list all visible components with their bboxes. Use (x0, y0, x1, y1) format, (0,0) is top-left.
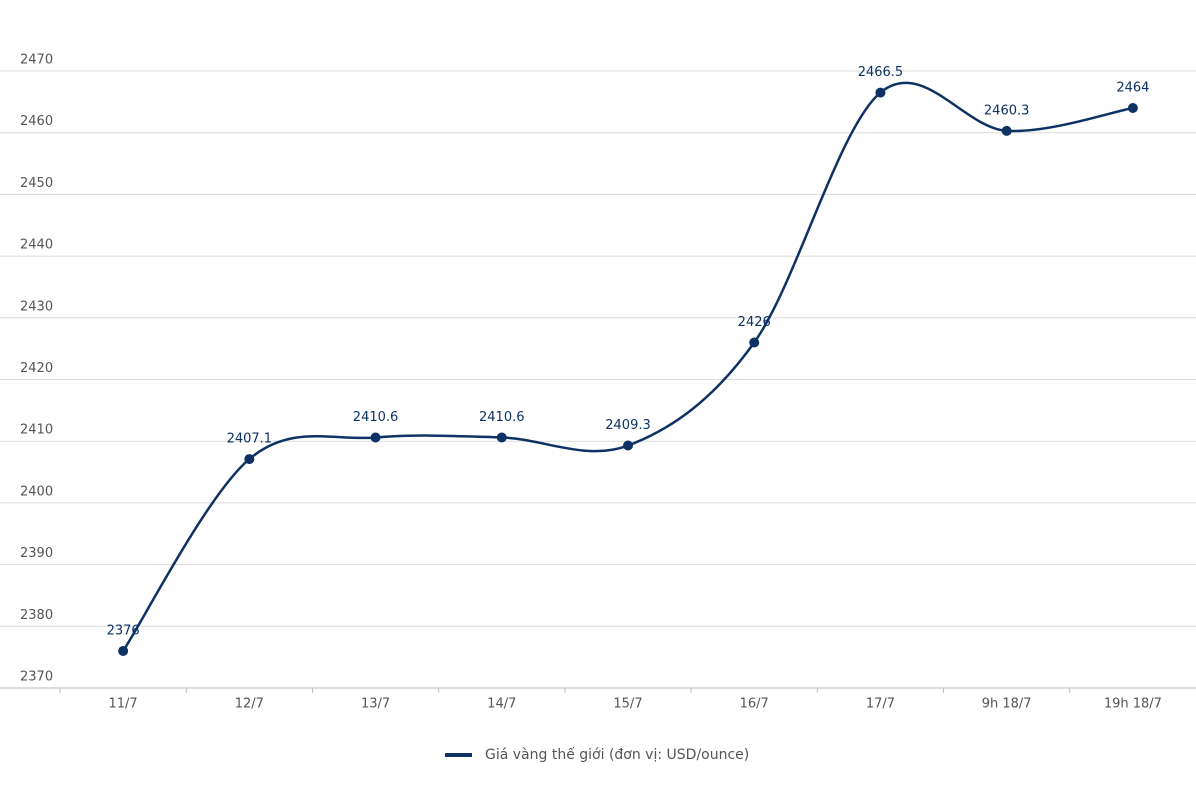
point (1001, 125, 1012, 136)
point (1127, 103, 1138, 114)
point (875, 87, 886, 98)
data-label: 2376 (107, 623, 140, 638)
data-label: 2426 (738, 315, 771, 330)
data-label: 2464 (1116, 81, 1149, 96)
y-tick-label: 2430 (20, 299, 53, 314)
data-label: 2466.5 (858, 65, 904, 80)
x-tick-label: 13/7 (361, 697, 390, 712)
x-tick-label: 14/7 (487, 697, 516, 712)
x-tick-label: 9h 18/7 (982, 697, 1032, 712)
data-label: 2407.1 (227, 432, 273, 447)
y-tick-label: 2470 (20, 53, 53, 68)
x-tick-label: 15/7 (613, 697, 642, 712)
y-tick-label: 2440 (20, 238, 53, 253)
data-label: 2460.3 (984, 103, 1030, 118)
y-tick-label: 2380 (20, 608, 53, 623)
x-tick-label: 11/7 (109, 697, 138, 712)
y-tick-label: 2450 (20, 176, 53, 191)
x-tick-label: 16/7 (740, 697, 769, 712)
y-tick-label: 2410 (20, 423, 53, 438)
point (749, 337, 760, 348)
point (244, 454, 255, 465)
y-tick-label: 2400 (20, 484, 53, 499)
point (370, 432, 381, 443)
line (122, 81, 1134, 652)
x-tick-label: 12/7 (235, 697, 264, 712)
y-tick-label: 2460 (20, 114, 53, 129)
y-tick-label: 2390 (20, 546, 53, 561)
x-tick-label: 17/7 (866, 697, 895, 712)
y-tick-label: 2370 (20, 670, 53, 685)
point (623, 440, 633, 451)
point (118, 645, 129, 656)
legend-label: Giá vàng thế giới (đơn vị: USD/ounce) (485, 746, 749, 763)
data-label: 2410.6 (353, 410, 399, 425)
y-tick-label: 2420 (20, 361, 53, 376)
data-label: 2410.6 (479, 410, 525, 425)
point (496, 432, 507, 443)
x-tick-label: 19h 18/7 (1104, 697, 1162, 712)
data-label: 2409.3 (605, 418, 651, 433)
